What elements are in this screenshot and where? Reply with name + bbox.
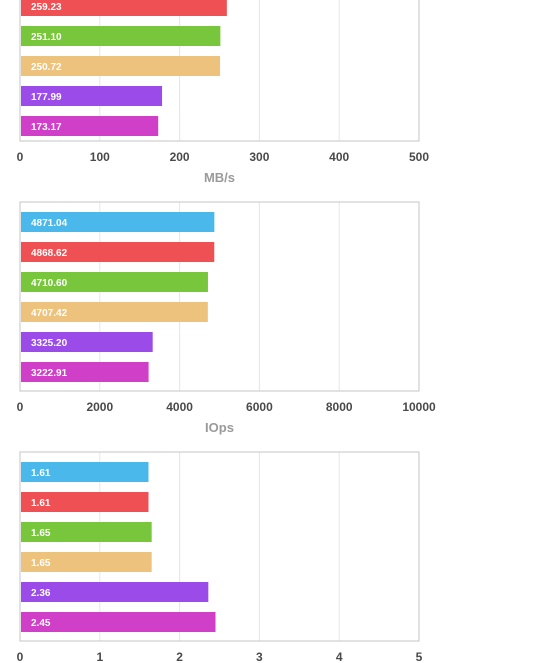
bar (21, 26, 221, 46)
bar (21, 492, 149, 512)
bar (21, 212, 215, 232)
bar (21, 116, 159, 136)
x-tick-label: 4000 (166, 400, 193, 414)
data-label: 3222.91 (31, 368, 68, 379)
data-label: 1.61 (31, 498, 51, 509)
data-label: 4871.04 (31, 218, 68, 229)
chart-1: 259.23 251.10 250.72 177.99 173.17 0 100 200 300… (17, 0, 429, 185)
data-label: 259.23 (31, 2, 62, 13)
x-tick-label: 10000 (402, 400, 436, 414)
data-label: 2.36 (31, 588, 51, 599)
x-tick-label: 0 (17, 650, 24, 663)
bar (21, 302, 208, 322)
x-tick-label: 3 (256, 650, 263, 663)
chart-2: 4871.04 4868.62 4710.60 4707.42 3325.20 3222.… (17, 201, 436, 435)
data-label: 173.17 (31, 122, 62, 133)
data-label: 177.99 (31, 92, 62, 103)
bar (21, 0, 227, 16)
x-tick-label: 200 (170, 150, 190, 164)
data-label: 2.45 (31, 618, 51, 629)
bar (21, 552, 152, 572)
bar (21, 362, 149, 382)
bar (21, 612, 216, 632)
data-label: 251.10 (31, 32, 62, 43)
x-tick-label: 1 (96, 650, 103, 663)
bar (21, 56, 221, 76)
data-label: 4868.62 (31, 248, 68, 259)
bar (21, 242, 215, 262)
plot-frame (19, 451, 420, 642)
plot-frame (19, 201, 420, 392)
x-axis-label: MB/s (204, 170, 235, 185)
bar (21, 582, 209, 602)
x-tick-label: 8000 (326, 400, 353, 414)
x-tick-label: 100 (90, 150, 110, 164)
data-label: 4710.60 (31, 278, 68, 289)
data-label: 1.61 (31, 468, 51, 479)
x-tick-label: 0 (17, 150, 24, 164)
data-label: 4707.42 (31, 308, 68, 319)
bar (21, 332, 153, 352)
plot-frame (19, 0, 420, 142)
x-tick-label: 2 (176, 650, 183, 663)
x-tick-label: 400 (329, 150, 349, 164)
x-tick-label: 500 (409, 150, 429, 164)
x-axis-label: IOps (205, 420, 234, 435)
x-tick-label: 4 (336, 650, 343, 663)
x-tick-label: 0 (17, 400, 24, 414)
x-tick-label: 300 (249, 150, 269, 164)
x-tick-label: 2000 (86, 400, 113, 414)
data-label: 1.65 (31, 528, 51, 539)
x-tick-label: 5 (416, 650, 423, 663)
bar (21, 272, 208, 292)
data-label: 1.65 (31, 558, 51, 569)
data-label: 3325.20 (31, 338, 68, 349)
data-label: 250.72 (31, 62, 62, 73)
chart-3: 1.61 1.61 1.65 1.65 2.36 2.45 0 1 2 3 4 5 (17, 451, 423, 663)
bar (21, 86, 163, 106)
bar (21, 462, 149, 482)
x-tick-label: 6000 (246, 400, 273, 414)
bar (21, 522, 152, 542)
